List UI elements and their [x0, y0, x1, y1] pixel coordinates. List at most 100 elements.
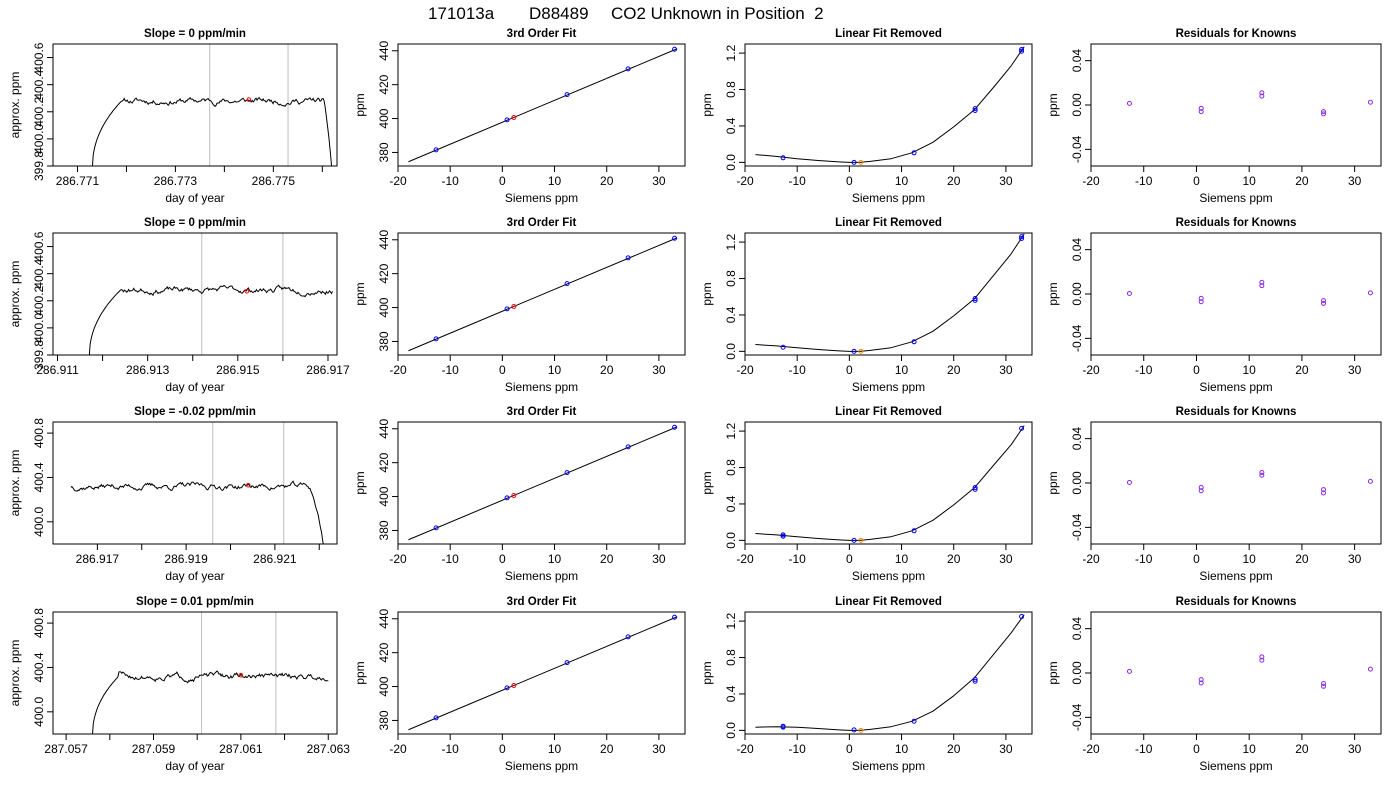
x-tick-label: 30: [999, 174, 1013, 188]
x-tick-label: 0: [1193, 742, 1200, 756]
x-tick-label: 20: [1295, 742, 1309, 756]
y-tick-label: 400.0: [32, 506, 46, 536]
panel-title: Residuals for Knowns: [1176, 217, 1297, 229]
x-tick-label: 0: [499, 552, 506, 566]
panel-title: 3rd Order Fit: [507, 28, 577, 40]
y-tick-label: 380: [377, 142, 391, 162]
plot-area: [88, 233, 333, 355]
y-axis-label: ppm: [1046, 93, 1060, 116]
x-tick-label: 286.919: [164, 552, 208, 566]
x-tick-label: 286.917: [76, 552, 120, 566]
y-axis-label: ppm: [1046, 471, 1060, 494]
panel-grid: Slope = 0 ppm/min day of year approx. ppm 2…: [8, 28, 1382, 773]
plot-area: [92, 612, 329, 734]
residual-point: [1198, 680, 1204, 686]
sample-mean-marker: [244, 288, 250, 294]
x-tick-label: 30: [652, 363, 666, 377]
x-tick-label: -10: [442, 742, 460, 756]
y-tick-label: 400.6: [32, 231, 46, 261]
unknown-sample-point: [511, 115, 517, 121]
panel-r1-res: Residuals for Knowns Siemens ppm ppm -20 -10…: [1046, 28, 1382, 205]
x-tick-label: -20: [736, 552, 754, 566]
y-axis-label: ppm: [1046, 661, 1060, 684]
y-tick-label: -0.04: [1070, 513, 1084, 541]
x-tick-label: 20: [1295, 552, 1309, 566]
y-tick-label: 0.00: [1070, 282, 1084, 306]
known-standard-point: [1019, 46, 1025, 52]
known-standard-point: [672, 424, 678, 430]
y-axis-label: ppm: [353, 282, 367, 305]
y-tick-label: 400.4: [32, 69, 46, 99]
x-axis-label: Siemens ppm: [1199, 759, 1272, 773]
x-tick-label: 287.057: [44, 742, 88, 756]
y-tick-label: -0.04: [1070, 703, 1084, 731]
y-tick-label: 0.00: [1070, 661, 1084, 685]
known-standard-point: [564, 281, 570, 287]
plot-area: [408, 235, 678, 352]
y-tick-label: 0.4: [724, 117, 738, 134]
x-tick-label: 30: [1348, 363, 1362, 377]
y-tick-label: 400.0: [32, 124, 46, 154]
y-tick-label: 0.8: [724, 459, 738, 476]
y-tick-label: 1.2: [724, 612, 738, 629]
y-tick-label: 400.8: [32, 608, 46, 638]
x-tick-label: -20: [389, 552, 407, 566]
panel-title: Slope = 0 ppm/min: [144, 28, 246, 40]
known-standard-point: [625, 255, 631, 261]
x-tick-label: 10: [895, 174, 909, 188]
x-tick-label: 10: [895, 552, 909, 566]
residual-point: [1367, 290, 1373, 296]
x-axis-label: Siemens ppm: [852, 569, 925, 583]
y-tick-label: 400.0: [32, 696, 46, 726]
known-standard-point: [433, 336, 439, 342]
residual-point: [1321, 683, 1327, 689]
panel-r2-res: Residuals for Knowns Siemens ppm ppm -20 -10…: [1046, 217, 1382, 394]
y-tick-label: 0.04: [1070, 238, 1084, 262]
x-tick-label: 286.915: [216, 363, 260, 377]
panel-r2-lin: Linear Fit Removed Siemens ppm ppm -20 -10 0 1…: [700, 217, 1033, 394]
y-tick-label: 420: [377, 74, 391, 94]
residual-point: [1126, 100, 1132, 106]
x-tick-label: -20: [736, 363, 754, 377]
residual-point: [1367, 478, 1373, 484]
panel-title: Residuals for Knowns: [1176, 406, 1297, 418]
x-tick-label: 286.917: [306, 363, 350, 377]
y-tick-label: -0.04: [1070, 324, 1084, 352]
x-axis-label: day of year: [165, 380, 224, 394]
y-tick-label: 400.4: [32, 462, 46, 492]
plot-frame: [1090, 43, 1382, 167]
residual-point: [1321, 681, 1327, 687]
residual-point: [1321, 490, 1327, 496]
known-standard-point: [672, 235, 678, 241]
analyzer-trace-line: [70, 480, 324, 544]
y-tick-label: 380: [377, 520, 391, 540]
x-axis-label: day of year: [165, 569, 224, 583]
residual-point: [1259, 469, 1265, 475]
panel-title: 3rd Order Fit: [507, 406, 577, 418]
y-tick-label: 400.2: [32, 285, 46, 315]
x-tick-label: 10: [548, 174, 562, 188]
y-tick-label: 0.4: [724, 495, 738, 512]
residual-point: [1367, 666, 1373, 672]
x-tick-label: 20: [947, 552, 961, 566]
x-tick-label: 287.059: [132, 742, 176, 756]
x-tick-label: 30: [1348, 552, 1362, 566]
x-tick-label: 10: [1243, 174, 1257, 188]
y-tick-label: 420: [377, 263, 391, 283]
x-tick-label: 0: [499, 174, 506, 188]
x-tick-label: -20: [389, 174, 407, 188]
residual-point: [1321, 487, 1327, 493]
plot-frame: [397, 232, 686, 356]
residual-point: [1126, 290, 1132, 296]
residual-point: [1321, 298, 1327, 304]
x-tick-label: -20: [736, 742, 754, 756]
plot-frame: [52, 43, 338, 167]
known-standard-point: [911, 339, 917, 345]
known-standard-point: [625, 634, 631, 640]
y-tick-label: 420: [377, 452, 391, 472]
plot-frame: [397, 43, 686, 167]
y-tick-label: 0.8: [724, 81, 738, 98]
x-tick-label: -10: [789, 174, 807, 188]
x-tick-label: 286.911: [36, 363, 79, 377]
x-tick-label: 20: [1295, 174, 1309, 188]
